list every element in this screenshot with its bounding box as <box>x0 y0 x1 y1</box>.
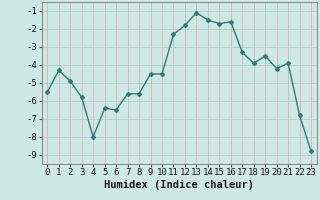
X-axis label: Humidex (Indice chaleur): Humidex (Indice chaleur) <box>104 180 254 190</box>
